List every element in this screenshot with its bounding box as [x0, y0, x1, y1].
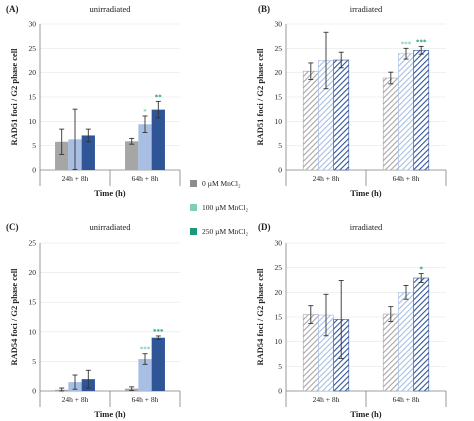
bar [81, 135, 95, 170]
y-tick-label: 0 [278, 166, 282, 175]
bar [382, 313, 399, 392]
x-tick-label: 64h + 8h [393, 395, 420, 404]
y-tick-label: 15 [29, 298, 37, 307]
legend-swatch [190, 204, 197, 211]
panel-title: unirradiated [89, 222, 131, 232]
bar [302, 314, 319, 392]
y-tick-label: 15 [275, 313, 283, 322]
x-axis-label: Time (h) [350, 188, 381, 198]
significance-label: * [419, 266, 423, 274]
x-tick-label: 64h + 8h [393, 174, 420, 183]
bar [151, 337, 165, 391]
legend: 0 µM MnCl₂ 100 µM MnCl₂ 250 µM MnCl₂ [190, 179, 248, 236]
panel-a: (A) unirradiated 0 5 10 15 20 25 30 24h + 8h 64h +… [6, 4, 181, 198]
y-tick-label: 25 [29, 44, 37, 53]
y-tick-label: 15 [29, 93, 37, 102]
y-axis-label: RAD51 foci / G2 phase cell [9, 48, 19, 146]
bar [398, 292, 414, 392]
bar [333, 59, 350, 171]
y-tick-label: 5 [278, 141, 282, 150]
significance-label: *** [401, 40, 412, 48]
bar [138, 124, 152, 170]
panel-title: unirradiated [89, 4, 131, 14]
x-tick-label: 24h + 8h [313, 174, 340, 183]
bar [413, 277, 430, 392]
legend-label: 0 µM MnCl₂ [202, 179, 241, 188]
x-tick-label: 64h + 8h [132, 395, 159, 404]
y-tick-label: 10 [29, 117, 37, 126]
y-axis-label: RAD51 foci / G2 phase cell [255, 48, 265, 146]
bar [125, 141, 139, 170]
y-tick-label: 20 [275, 288, 283, 297]
x-tick-label: 24h + 8h [62, 395, 89, 404]
y-tick-label: 30 [275, 239, 283, 248]
bar [398, 53, 414, 171]
bar [382, 77, 399, 171]
y-tick-label: 30 [29, 20, 37, 29]
bar [55, 141, 69, 170]
y-tick-label: 25 [275, 44, 283, 53]
y-tick-label: 5 [32, 141, 36, 150]
panel-letter: (D) [258, 222, 271, 232]
y-tick-label: 0 [32, 166, 36, 175]
x-tick-label: 24h + 8h [62, 174, 89, 183]
significance-label: ** [155, 93, 163, 101]
x-axis-label: Time (h) [94, 409, 125, 419]
legend-swatch [190, 180, 197, 187]
x-axis-label: Time (h) [94, 188, 125, 198]
y-tick-label: 10 [275, 337, 283, 346]
y-axis-label: RAD54 foci / G2 phase cell [255, 268, 265, 366]
x-tick-label: 64h + 8h [132, 174, 159, 183]
y-tick-label: 30 [275, 20, 283, 29]
legend-swatch [190, 228, 197, 235]
x-axis-label: Time (h) [350, 409, 381, 419]
y-axis-label: RAD54 foci / G2 phase cell [9, 268, 19, 366]
x-tick-label: 24h + 8h [313, 395, 340, 404]
significance-label: *** [153, 328, 164, 336]
y-tick-label: 20 [29, 68, 37, 77]
panel-title: irradiated [350, 4, 383, 14]
legend-label: 250 µM MnCl₂ [202, 227, 248, 236]
y-tick-label: 15 [275, 93, 283, 102]
y-tick-label: 5 [32, 357, 36, 366]
y-tick-label: 5 [278, 362, 282, 371]
y-tick-label: 20 [275, 68, 283, 77]
legend-label: 100 µM MnCl₂ [202, 203, 248, 212]
bar [151, 109, 165, 170]
significance-label: * [143, 108, 147, 116]
significance-label: *** [140, 346, 151, 354]
significance-label: *** [416, 38, 427, 46]
y-tick-label: 25 [29, 239, 37, 248]
bar [138, 359, 152, 391]
bar [302, 70, 319, 171]
y-tick-label: 20 [29, 268, 37, 277]
panel-letter: (A) [6, 4, 19, 14]
panel-title: irradiated [350, 222, 383, 232]
panel-b: (B) irradiated 0 5 10 15 20 25 30 24h + 8h 64h + 8… [255, 4, 447, 198]
panel-c: (C) unirradiated 0 5 10 15 20 25 24h + 8h 64h + 8… [6, 222, 181, 419]
y-tick-label: 0 [32, 387, 36, 396]
y-tick-label: 10 [29, 327, 37, 336]
panel-letter: (C) [6, 222, 19, 232]
y-tick-label: 10 [275, 117, 283, 126]
y-tick-label: 0 [278, 387, 282, 396]
bar [413, 49, 430, 171]
panel-letter: (B) [258, 4, 270, 14]
panel-d: (D) irradiated 0 5 10 15 20 25 30 24h + 8h 64h + 8… [255, 222, 447, 419]
y-tick-label: 25 [275, 263, 283, 272]
